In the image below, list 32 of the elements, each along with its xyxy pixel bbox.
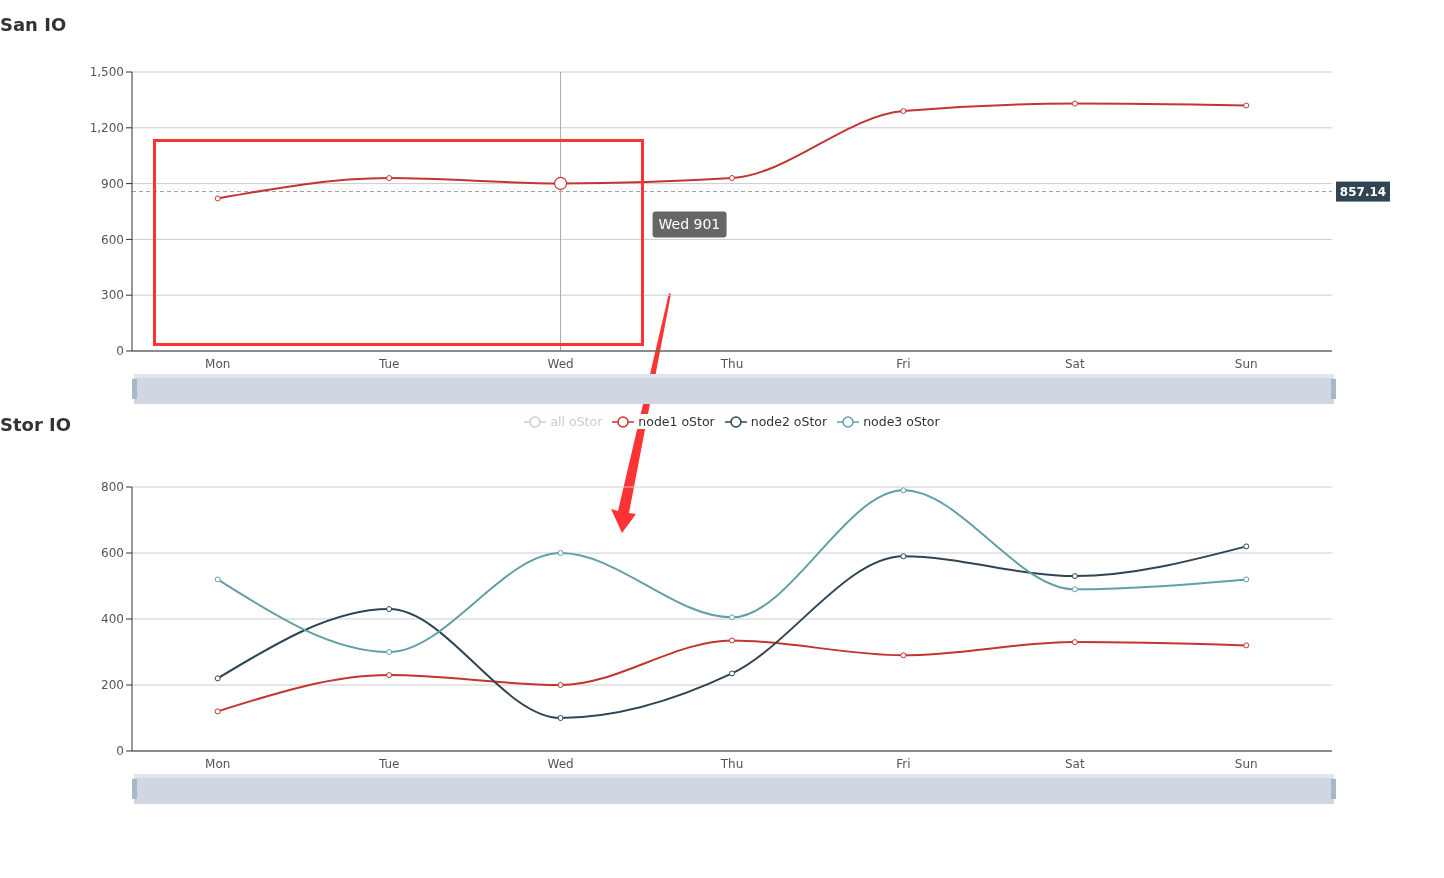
legend-label: node1 oStor bbox=[612, 414, 715, 429]
legend-label: node2 oStor bbox=[724, 414, 828, 429]
legend-label: node3 oStor bbox=[837, 414, 940, 429]
x-tick-label: Fri bbox=[896, 356, 911, 371]
x-tick-label: Thu bbox=[719, 356, 744, 371]
x-tick-label: Mon bbox=[205, 756, 231, 771]
x-tick-label: Mon bbox=[205, 356, 231, 371]
y-tick-label: 900 bbox=[101, 176, 124, 191]
y-tick-label: 0 bbox=[116, 744, 124, 759]
y-tick-label: 300 bbox=[101, 288, 124, 303]
x-tick-label: Wed bbox=[547, 756, 574, 771]
ref-line-label: 857.14 bbox=[1339, 184, 1387, 199]
y-tick-label: 600 bbox=[101, 232, 124, 247]
annotation: Wed 901 bbox=[658, 216, 721, 233]
x-tick-label: Tue bbox=[377, 356, 400, 371]
y-tick-label: 1,500 bbox=[89, 65, 124, 80]
y-tick-label: 200 bbox=[101, 678, 124, 693]
x-tick-label: Sun bbox=[1234, 756, 1258, 771]
x-tick-label: Sun bbox=[1234, 356, 1258, 371]
y-tick-label: 400 bbox=[101, 612, 124, 627]
x-tick-label: Wed bbox=[547, 356, 574, 371]
y-tick-label: 800 bbox=[101, 480, 124, 495]
chart-title: San IO bbox=[0, 14, 67, 35]
x-tick-label: Fri bbox=[896, 756, 911, 771]
y-tick-label: 600 bbox=[101, 546, 124, 561]
x-tick-label: Sat bbox=[1065, 756, 1085, 771]
x-tick-label: Thu bbox=[719, 756, 744, 771]
y-tick-label: 1,200 bbox=[89, 121, 124, 136]
chart-title: Stor IO bbox=[0, 414, 72, 435]
x-tick-label: Tue bbox=[377, 756, 400, 771]
y-tick-label: 0 bbox=[116, 344, 124, 359]
x-tick-label: Sat bbox=[1065, 356, 1085, 371]
